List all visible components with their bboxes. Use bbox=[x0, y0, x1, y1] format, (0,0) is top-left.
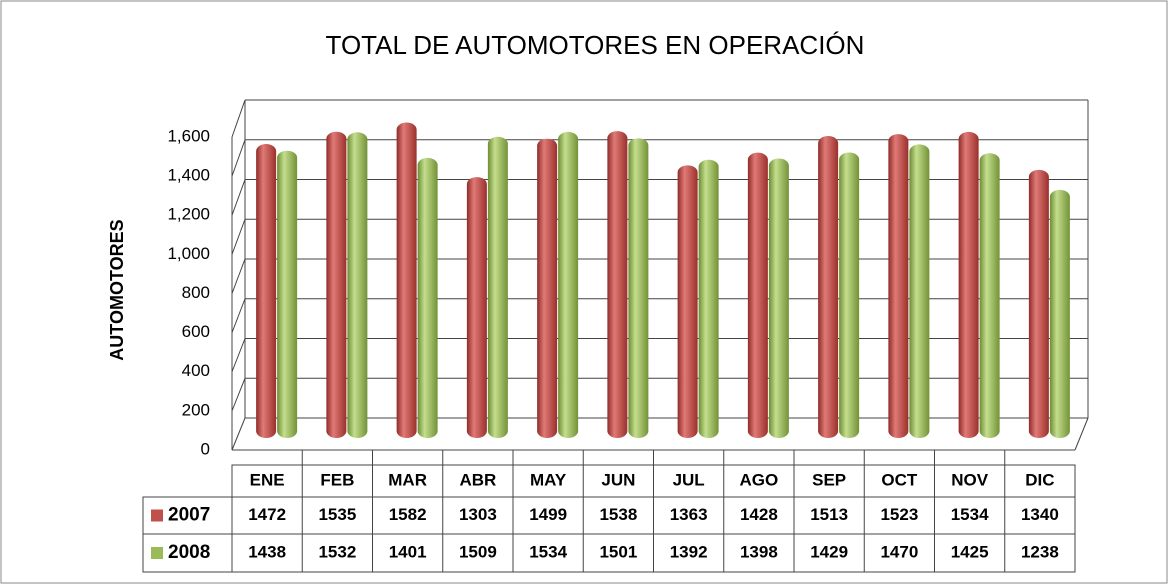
table-value: 1513 bbox=[810, 505, 848, 524]
table-value: 1535 bbox=[318, 505, 356, 524]
grid-line bbox=[231, 179, 246, 216]
x-tick-label: JUL bbox=[673, 470, 705, 489]
bar bbox=[839, 152, 860, 438]
grid-line bbox=[231, 258, 246, 294]
bar bbox=[607, 131, 628, 438]
table-value: 1238 bbox=[1021, 542, 1059, 561]
table-value: 1363 bbox=[670, 505, 708, 524]
legend-swatch bbox=[151, 509, 163, 522]
legend-label: 2008 bbox=[168, 542, 210, 563]
bar bbox=[747, 152, 768, 438]
x-tick-label: OCT bbox=[881, 470, 918, 489]
y-tick-label: 1,600 bbox=[167, 126, 210, 145]
y-tick-label: 800 bbox=[182, 283, 210, 302]
y-tick-label: 1,200 bbox=[167, 205, 210, 224]
floor-edge bbox=[1074, 417, 1089, 451]
bar bbox=[537, 138, 558, 438]
table-value: 1534 bbox=[529, 542, 567, 561]
table-value: 1470 bbox=[880, 542, 918, 561]
table-value: 1392 bbox=[670, 542, 708, 561]
bar bbox=[818, 136, 839, 438]
chart-title: TOTAL DE AUTOMOTORES EN OPERACIÓN bbox=[326, 30, 865, 60]
bar bbox=[466, 177, 487, 438]
table-value: 1509 bbox=[459, 542, 497, 561]
table-value: 1472 bbox=[248, 505, 286, 524]
table-value: 1398 bbox=[740, 542, 778, 561]
table-value: 1582 bbox=[389, 505, 427, 524]
table-value: 1534 bbox=[951, 505, 989, 524]
grid-line bbox=[231, 338, 246, 372]
table-value: 1501 bbox=[599, 542, 637, 561]
bar bbox=[558, 131, 579, 438]
bar bbox=[909, 144, 930, 438]
bar bbox=[347, 132, 368, 439]
bar bbox=[698, 159, 719, 438]
bar bbox=[1028, 169, 1049, 439]
x-tick-label: MAY bbox=[530, 470, 567, 489]
grid-line bbox=[231, 99, 246, 138]
x-tick-label: SEP bbox=[812, 470, 846, 489]
bar bbox=[888, 134, 909, 439]
x-tick-label: AGO bbox=[740, 470, 779, 489]
bar bbox=[396, 122, 417, 439]
x-tick-label: MAR bbox=[388, 470, 427, 489]
y-tick-label: 600 bbox=[182, 322, 210, 341]
grid-line bbox=[231, 139, 246, 177]
table-value: 1499 bbox=[529, 505, 567, 524]
bar bbox=[1049, 189, 1070, 438]
y-tick-label: 1,000 bbox=[167, 244, 210, 263]
grid-line bbox=[231, 417, 246, 451]
legend-label: 2007 bbox=[168, 505, 210, 526]
bar bbox=[958, 131, 979, 438]
y-tick-label: 1,400 bbox=[167, 166, 210, 185]
table-value: 1401 bbox=[389, 542, 427, 561]
bar bbox=[487, 136, 508, 438]
table-value: 1340 bbox=[1021, 505, 1059, 524]
x-tick-label: DIC bbox=[1025, 470, 1054, 489]
bar bbox=[326, 131, 347, 438]
table-value: 1523 bbox=[880, 505, 918, 524]
table-value: 1429 bbox=[810, 542, 848, 561]
bar bbox=[677, 165, 698, 438]
x-tick-label: JUN bbox=[601, 470, 635, 489]
x-tick-label: ENE bbox=[250, 470, 285, 489]
y-tick-label: 0 bbox=[201, 439, 210, 458]
table-value: 1538 bbox=[599, 505, 637, 524]
bar bbox=[768, 158, 789, 439]
table-value: 1428 bbox=[740, 505, 778, 524]
x-tick-label: NOV bbox=[951, 470, 989, 489]
bar bbox=[979, 153, 1000, 438]
y-axis-label: AUTOMOTORES bbox=[107, 219, 127, 360]
grid-line bbox=[231, 378, 246, 412]
bar bbox=[277, 150, 298, 438]
x-tick-label: FEB bbox=[320, 470, 354, 489]
table-value: 1303 bbox=[459, 505, 497, 524]
bar bbox=[256, 144, 277, 439]
x-tick-label: ABR bbox=[459, 470, 496, 489]
bar bbox=[417, 157, 438, 438]
y-tick-label: 200 bbox=[182, 400, 210, 419]
bar bbox=[628, 138, 649, 438]
legend-swatch bbox=[151, 547, 163, 559]
y-tick-label: 400 bbox=[182, 361, 210, 380]
table-value: 1532 bbox=[318, 542, 356, 561]
grid-line bbox=[231, 219, 246, 255]
table-value: 1425 bbox=[951, 542, 989, 561]
grid-line bbox=[231, 298, 246, 333]
table-value: 1438 bbox=[248, 542, 286, 561]
